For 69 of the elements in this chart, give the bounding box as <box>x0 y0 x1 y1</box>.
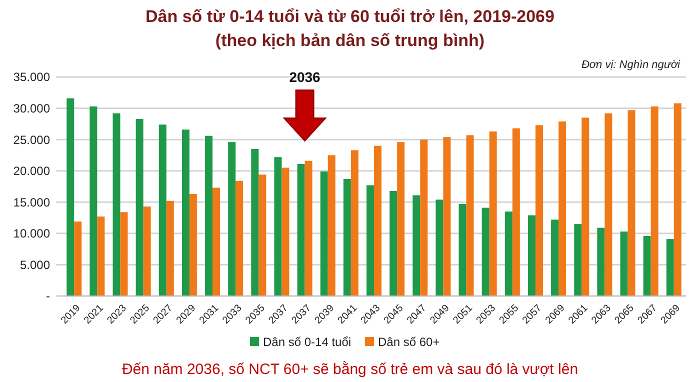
y-tick-label: 5.000 <box>20 258 50 272</box>
bar <box>420 140 428 296</box>
bar <box>212 188 220 296</box>
bar <box>66 98 74 296</box>
bar <box>143 206 151 296</box>
bar <box>350 150 358 296</box>
bar <box>112 113 120 296</box>
bar <box>274 157 282 296</box>
legend-label: Dân số 60+ <box>378 335 440 349</box>
y-tick-label: - <box>46 289 50 304</box>
bar <box>158 124 166 296</box>
bar <box>558 121 566 296</box>
bar <box>582 118 590 296</box>
bar <box>97 216 105 296</box>
bar <box>366 185 374 296</box>
chart-title: Dân số từ 0-14 tuổi và từ 60 tuổi trở lên, 2019-2069 <box>146 7 554 26</box>
y-tick-label: 35.000 <box>13 70 50 84</box>
bar <box>304 160 312 296</box>
bar <box>620 232 628 296</box>
bar <box>282 168 290 296</box>
bar <box>489 131 497 296</box>
bar <box>458 204 466 296</box>
y-tick-label: 20.000 <box>13 164 50 178</box>
bar <box>482 208 490 296</box>
bar <box>528 215 536 296</box>
bar <box>182 130 190 296</box>
bar <box>436 200 444 296</box>
bar <box>412 195 420 296</box>
bar <box>228 142 236 296</box>
bar <box>574 224 582 296</box>
bar <box>551 220 559 296</box>
bar <box>597 228 605 296</box>
bar <box>374 146 382 296</box>
text: Đến năm 2036, số NCT 60+ sẽ bằng số trẻ em và sau đó là vượt lên <box>122 360 578 378</box>
bar <box>328 155 336 296</box>
bar <box>205 136 213 296</box>
bar <box>628 110 636 296</box>
y-tick-label: 10.000 <box>13 226 50 241</box>
bar <box>643 236 651 296</box>
y-tick-label: 25.000 <box>13 132 50 147</box>
bar <box>251 148 259 296</box>
bar <box>397 142 405 296</box>
bar <box>136 118 144 296</box>
bar <box>343 178 351 296</box>
bar <box>604 113 612 296</box>
bar <box>297 164 305 296</box>
bar <box>666 239 674 296</box>
bar <box>90 106 98 296</box>
bar <box>74 222 82 296</box>
y-tick-label: 30.000 <box>13 101 50 116</box>
bar <box>512 128 520 296</box>
bar <box>166 200 174 296</box>
bar <box>674 103 682 296</box>
bar <box>443 137 451 296</box>
bar <box>258 174 266 296</box>
text: Đơn vị: Nghìn người <box>581 59 681 71</box>
bar <box>650 106 658 296</box>
chart-subtitle: (theo kịch bản dân số trung bình) <box>215 31 485 50</box>
bar <box>320 171 328 296</box>
bar <box>390 190 398 296</box>
annotation: 2036 <box>289 69 321 85</box>
bar <box>189 194 197 296</box>
bar <box>466 135 474 296</box>
y-tick-label: 15.000 <box>13 195 50 210</box>
legend-label: Dân số 0-14 tuổi <box>263 335 352 349</box>
bar <box>504 212 512 296</box>
bar <box>120 212 128 296</box>
bar <box>236 180 244 296</box>
bar <box>535 125 543 296</box>
